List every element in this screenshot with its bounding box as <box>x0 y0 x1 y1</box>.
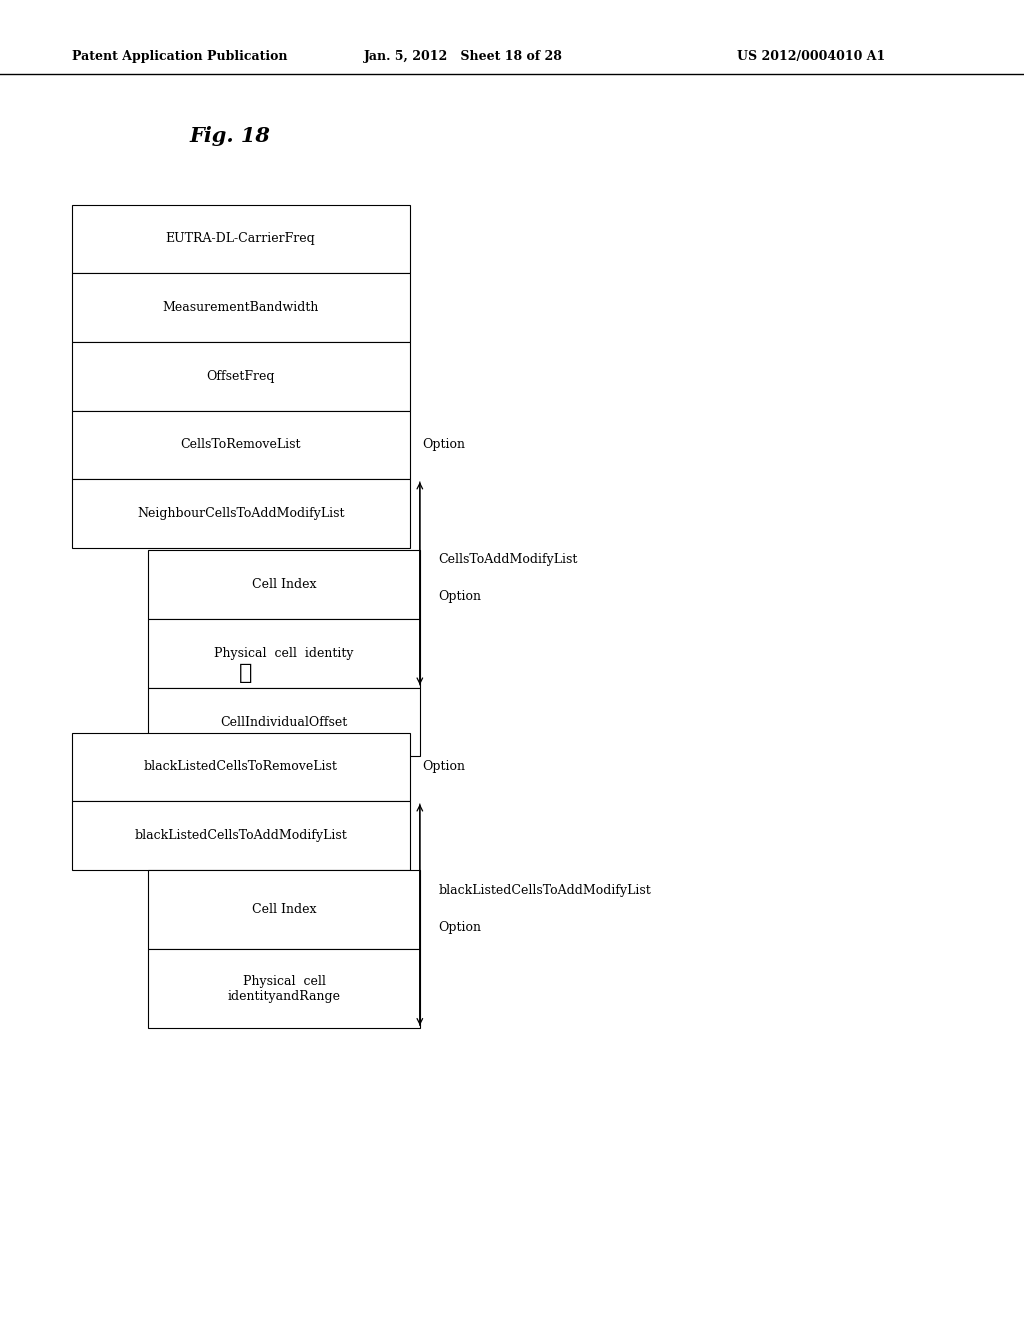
Text: Option: Option <box>422 438 465 451</box>
FancyBboxPatch shape <box>148 949 420 1028</box>
FancyBboxPatch shape <box>148 550 420 619</box>
FancyBboxPatch shape <box>72 479 410 548</box>
Text: MeasurementBandwidth: MeasurementBandwidth <box>163 301 318 314</box>
FancyBboxPatch shape <box>72 205 410 273</box>
Text: ⋮: ⋮ <box>239 663 253 684</box>
FancyBboxPatch shape <box>72 801 410 870</box>
Text: Cell Index: Cell Index <box>252 578 316 591</box>
Text: blackListedCellsToAddModifyList: blackListedCellsToAddModifyList <box>438 884 651 898</box>
Text: Fig. 18: Fig. 18 <box>189 125 270 147</box>
Text: blackListedCellsToAddModifyList: blackListedCellsToAddModifyList <box>134 829 347 842</box>
FancyBboxPatch shape <box>72 273 410 342</box>
Text: CellsToAddModifyList: CellsToAddModifyList <box>438 553 578 566</box>
Text: Physical  cell  identity: Physical cell identity <box>214 647 354 660</box>
Text: US 2012/0004010 A1: US 2012/0004010 A1 <box>737 50 886 63</box>
Text: Option: Option <box>422 760 465 774</box>
FancyBboxPatch shape <box>72 411 410 479</box>
Text: NeighbourCellsToAddModifyList: NeighbourCellsToAddModifyList <box>137 507 344 520</box>
Text: Jan. 5, 2012   Sheet 18 of 28: Jan. 5, 2012 Sheet 18 of 28 <box>364 50 562 63</box>
Text: CellsToRemoveList: CellsToRemoveList <box>180 438 301 451</box>
Text: OffsetFreq: OffsetFreq <box>207 370 274 383</box>
Text: EUTRA-DL-CarrierFreq: EUTRA-DL-CarrierFreq <box>166 232 315 246</box>
Text: CellIndividualOffset: CellIndividualOffset <box>220 715 348 729</box>
FancyBboxPatch shape <box>72 342 410 411</box>
FancyBboxPatch shape <box>148 619 420 688</box>
Text: Patent Application Publication: Patent Application Publication <box>72 50 287 63</box>
FancyBboxPatch shape <box>148 870 420 949</box>
FancyBboxPatch shape <box>148 688 420 756</box>
Text: Physical  cell
identityandRange: Physical cell identityandRange <box>227 974 341 1003</box>
Text: blackListedCellsToRemoveList: blackListedCellsToRemoveList <box>143 760 338 774</box>
FancyBboxPatch shape <box>72 733 410 801</box>
Text: Option: Option <box>438 590 481 603</box>
Text: Option: Option <box>438 921 481 935</box>
Text: Cell Index: Cell Index <box>252 903 316 916</box>
